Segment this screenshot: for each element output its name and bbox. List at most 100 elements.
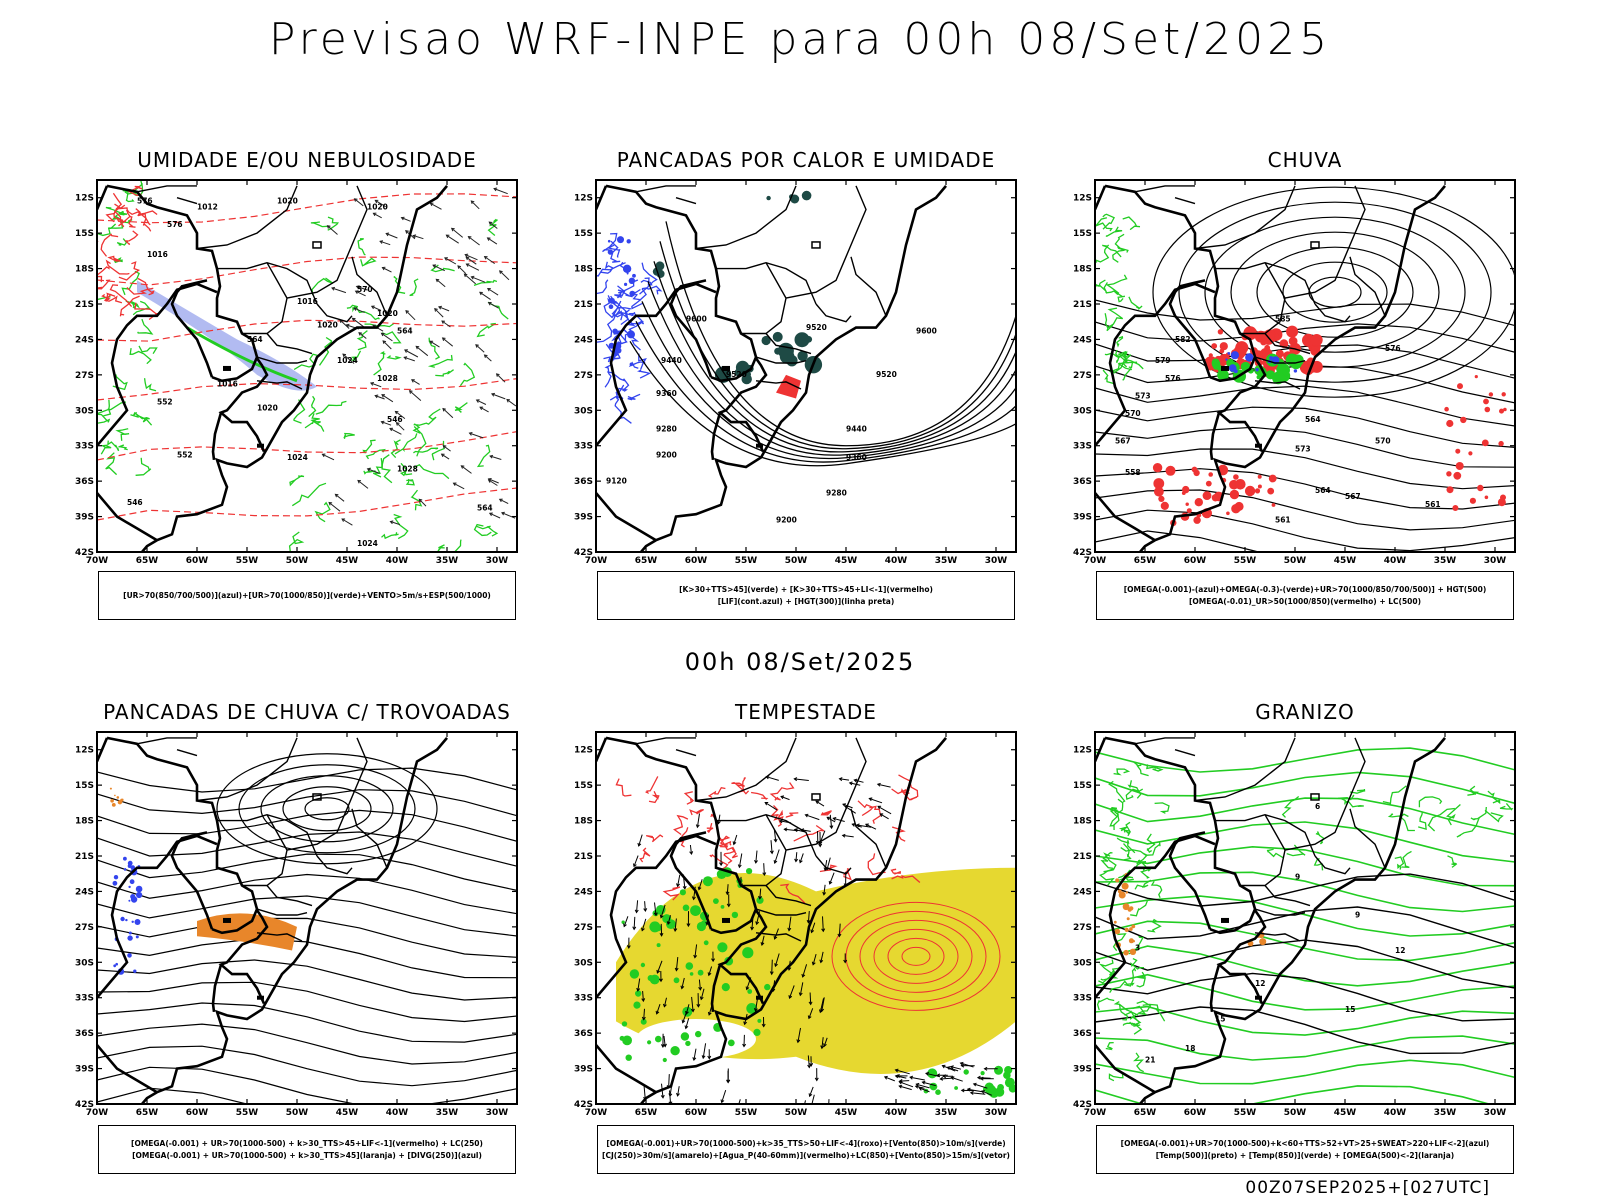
moisture-contour (111, 211, 125, 221)
rain-area (1481, 439, 1489, 447)
instability-area (797, 350, 808, 362)
rain-area (1267, 487, 1275, 495)
temp-850-contour (1108, 1072, 1124, 1082)
thunderstorm-area (121, 798, 124, 801)
wind-vector (759, 888, 762, 899)
state-border (242, 262, 288, 335)
legend-line: [OMEGA(-0.001) + UR>70(1000-500) + k>30_… (132, 1150, 482, 1160)
wind-vector-head (331, 286, 336, 291)
wind-vector (940, 1077, 953, 1080)
lon-label: 45W (1334, 1108, 1357, 1118)
wind-vector-head (909, 1075, 914, 1080)
wind-vector-head (960, 1088, 965, 1093)
wind-vector-head (493, 187, 498, 192)
state-border (286, 185, 368, 299)
omega-area (1260, 939, 1263, 941)
wind-vector (404, 356, 415, 362)
contour-label: 570 (1125, 409, 1141, 418)
rain-area (1182, 485, 1190, 494)
wind-vector-head (696, 1003, 701, 1008)
map-layer (596, 736, 1016, 1104)
wind-vector (432, 264, 446, 272)
wind-vector (382, 267, 392, 273)
wind-vector (660, 904, 666, 918)
divergence-area (113, 964, 117, 968)
lat-label: 12S (75, 746, 94, 756)
thickness-noise (126, 287, 154, 295)
temp-850-contour (1470, 806, 1487, 821)
temp-850-contour (1095, 945, 1515, 987)
lon-label: 65W (1134, 556, 1157, 566)
lake-marker (1221, 365, 1229, 371)
moisture-contour (288, 531, 305, 552)
wind-vector-head (896, 1073, 900, 1078)
divergence-area (135, 885, 143, 893)
streamline (1256, 246, 1414, 338)
state-border (765, 333, 812, 355)
wind-vector-head (374, 394, 379, 399)
wind-850-area (697, 969, 704, 976)
lat-label: 15S (574, 229, 593, 239)
moisture-contour (105, 452, 118, 476)
legend-granizo: [OMEGA(-0.001)+UR>70(1000-500)+k<60+TTS>… (1096, 1125, 1514, 1174)
plot-frame (595, 179, 1017, 553)
wind-vector-head (868, 797, 873, 802)
country-border (669, 831, 713, 930)
state-border (675, 197, 697, 205)
wind-vector-head (468, 432, 473, 436)
state-border (1284, 737, 1366, 851)
moisture-contour (138, 345, 158, 355)
state-border (1264, 885, 1311, 907)
instability-area (772, 331, 783, 342)
wind-vector-head (793, 828, 798, 832)
rain-area (1235, 479, 1246, 490)
main-title: Previsao WRF-INPE para 00h 08/Set/2025 (268, 14, 1332, 65)
contour-label: 9280 (826, 488, 847, 497)
lat-label: 21S (1073, 852, 1092, 862)
moisture-contour (413, 447, 439, 454)
coastline (640, 185, 947, 552)
wind-vector-head (788, 995, 793, 999)
wind-vector-head (826, 816, 831, 821)
temp-850-contour (1095, 920, 1515, 962)
wind-vector-head (764, 802, 769, 806)
wind-vector (484, 256, 495, 265)
wind-vector-head (379, 240, 384, 244)
lake-marker (223, 365, 231, 371)
moisture-contour (365, 448, 386, 460)
state-border (1194, 185, 1296, 250)
streamline-850 (719, 835, 731, 848)
state-border (136, 737, 197, 745)
wind-vector-head (467, 236, 472, 240)
rain-area (1497, 498, 1506, 507)
wind-850-area (640, 962, 646, 968)
contour-label: 576 (167, 220, 183, 229)
streamline-850 (780, 883, 806, 904)
wind-vector (633, 916, 636, 930)
wind-vector (960, 1062, 974, 1068)
wind-vector (663, 1035, 666, 1047)
thickness-noise (103, 293, 123, 304)
wind-vector-head (941, 1064, 946, 1069)
thickness-noise (118, 261, 141, 281)
temp-850-contour (1095, 895, 1515, 937)
moisture-contour (435, 369, 454, 377)
moisture-contour (310, 413, 325, 432)
wind-vector-head (794, 858, 799, 863)
state-border (765, 885, 812, 907)
contour-label: 15 (1215, 1014, 1225, 1023)
streamline-850 (750, 791, 769, 801)
wind-vector-head (841, 833, 846, 838)
temp-850-contour (1095, 797, 1515, 836)
temp-850-contour (1337, 794, 1355, 805)
instability-area (761, 335, 771, 346)
streamline-850 (887, 937, 945, 975)
thickness-line (97, 256, 517, 286)
wind-vector-head (701, 1055, 706, 1060)
lake-marker (756, 443, 763, 448)
wind-vector-head (395, 422, 400, 426)
contour-label: 582 (1175, 335, 1191, 344)
thickness-line (97, 193, 517, 224)
country-border (596, 492, 657, 542)
wind-vector (390, 521, 401, 526)
